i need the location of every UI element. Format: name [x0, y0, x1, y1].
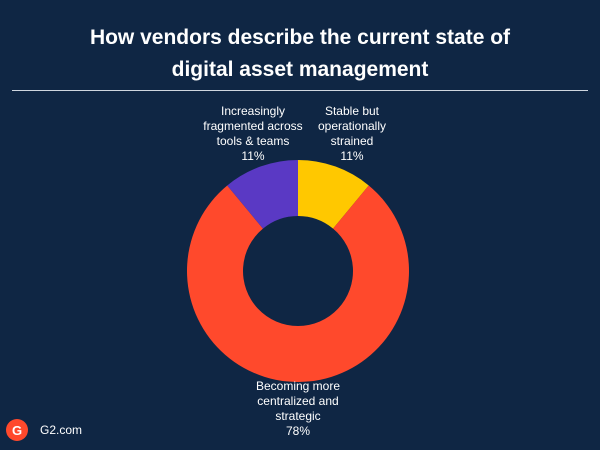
slice-label-stable-line-1: Stable but: [324, 104, 380, 118]
slice-fragmented: [227, 160, 298, 229]
slice-stable: [298, 160, 369, 229]
slice-label-stable-value: 11%: [340, 149, 364, 163]
slice-label-stable: Stable but operationally strained 11%: [302, 104, 402, 164]
chart-title-line-1: How vendors describe the current state o…: [89, 26, 511, 49]
slice-label-centralized-value: 78%: [285, 424, 311, 438]
slice-label-stable-line-3: strained: [330, 134, 374, 148]
slice-label-centralized-line-3: strategic: [275, 409, 321, 423]
g2-logo-letter: G: [11, 422, 23, 438]
slice-label-fragmented-value: 11%: [241, 149, 265, 163]
slice-label-centralized-line-2: centralized and: [257, 394, 339, 408]
chart-title: How vendors describe the current state o…: [0, 22, 600, 86]
slice-label-fragmented: Increasingly fragmented across tools & t…: [193, 104, 313, 164]
brand: G G2.com: [6, 419, 82, 441]
slice-centralized: [187, 185, 409, 382]
slice-label-centralized: Becoming more centralized and strategic …: [238, 379, 358, 439]
brand-name: G2.com: [40, 423, 83, 437]
g2-logo-icon: G: [6, 419, 28, 441]
chart-title-line-2: digital asset management: [171, 58, 429, 81]
slice-label-stable-line-2: operationally: [317, 119, 387, 133]
slice-label-centralized-line-1: Becoming more: [255, 379, 341, 393]
slice-label-fragmented-line-1: Increasingly: [220, 104, 286, 118]
slice-label-fragmented-line-2: fragmented across: [203, 119, 303, 133]
title-divider: [12, 90, 588, 91]
slice-label-fragmented-line-3: tools & teams: [216, 134, 290, 148]
